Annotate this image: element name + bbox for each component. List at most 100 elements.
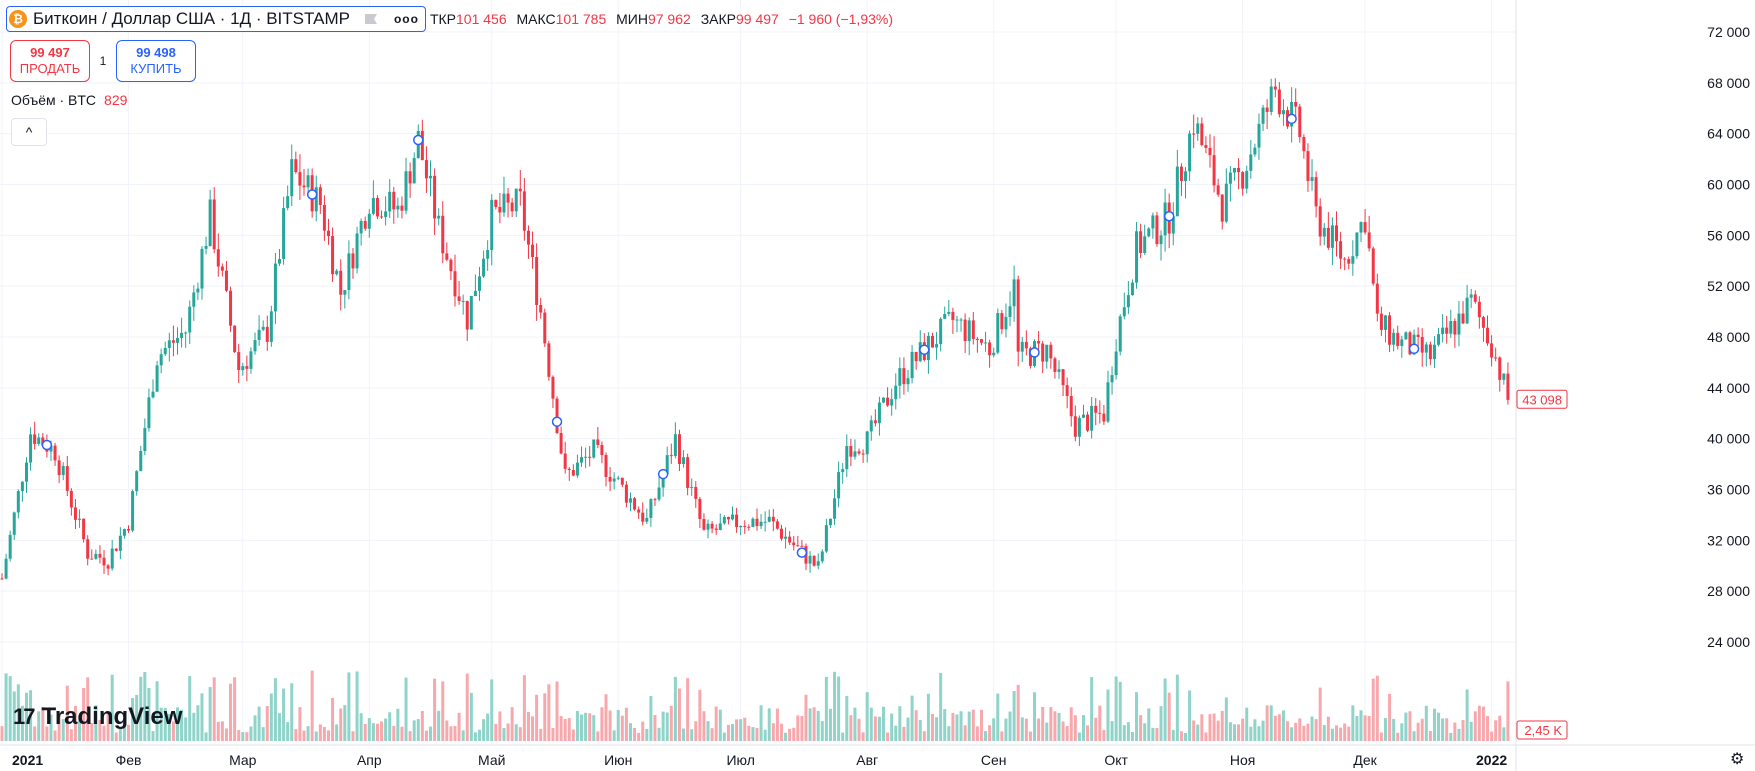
volume-bar-2021-11-17 bbox=[1306, 723, 1310, 741]
volume-bar-2021-09-26 bbox=[1094, 717, 1098, 741]
volume-legend-label: Объём · BTC bbox=[11, 92, 97, 108]
sell-button[interactable]: 99 497 ПРОДАТЬ bbox=[10, 40, 90, 82]
candle-body-2021-07-08 bbox=[767, 516, 771, 522]
volume-bar-2021-12-28 bbox=[1473, 711, 1477, 741]
candle-body-2021-08-23 bbox=[955, 319, 959, 321]
candle-body-2021-06-13 bbox=[665, 455, 669, 474]
volume-bar-2021-12-11 bbox=[1404, 712, 1408, 741]
volume-bar-2021-10-16 bbox=[1175, 674, 1179, 741]
volume-bar-2021-12-21 bbox=[1445, 718, 1449, 741]
event-marker-icon[interactable] bbox=[551, 416, 563, 427]
candle-body-2021-01-02 bbox=[4, 558, 8, 579]
candle-body-2021-02-12 bbox=[171, 340, 175, 343]
volume-bar-2021-04-23 bbox=[457, 712, 461, 741]
x-tick-label: Июл bbox=[726, 752, 754, 768]
candle-body-2021-05-14 bbox=[543, 312, 547, 344]
event-marker-icon[interactable] bbox=[1408, 343, 1420, 355]
candle-body-2021-12-09 bbox=[1396, 332, 1400, 346]
buy-price: 99 498 bbox=[136, 45, 176, 60]
candle-body-2021-04-02 bbox=[371, 197, 375, 214]
symbol-title-box[interactable]: ₿ Биткоин / Доллар США · 1Д · BITSTAMP o… bbox=[6, 6, 426, 32]
volume-bar-2021-12-31 bbox=[1486, 716, 1490, 741]
candle-body-2021-07-01 bbox=[739, 525, 743, 528]
volume-bar-2021-12-25 bbox=[1461, 720, 1465, 741]
event-markers[interactable] bbox=[41, 113, 1420, 558]
candle-body-2021-08-27 bbox=[971, 320, 975, 339]
more-icon[interactable]: ooo bbox=[393, 12, 419, 26]
candle-body-2021-06-25 bbox=[714, 528, 718, 530]
candle-body-2021-01-06 bbox=[20, 481, 24, 492]
volume-bar-2021-09-24 bbox=[1086, 725, 1090, 741]
flag-icon[interactable] bbox=[364, 13, 378, 25]
candle-body-2021-11-27 bbox=[1347, 259, 1351, 264]
tradingview-logo[interactable]: 17 TradingView bbox=[13, 703, 182, 731]
candle-body-2021-01-07 bbox=[24, 462, 28, 482]
settings-gear-icon[interactable]: ⚙ bbox=[1730, 751, 1745, 768]
volume-badge bbox=[1516, 720, 1568, 740]
candle-body-2021-05-18 bbox=[559, 433, 563, 454]
volume-bar-2021-06-19 bbox=[690, 729, 694, 741]
candle-body-2021-02-23 bbox=[216, 249, 220, 267]
candle-body-2021-01-31 bbox=[122, 529, 126, 536]
candle-body-2021-10-02 bbox=[1118, 316, 1122, 352]
buy-button[interactable]: 99 498 КУПИТЬ bbox=[116, 40, 196, 82]
volume-bar-2021-05-01 bbox=[490, 679, 494, 741]
volume-bar-2021-03-21 bbox=[322, 726, 326, 741]
symbol-title[interactable]: Биткоин / Доллар США · 1Д · BITSTAMP bbox=[33, 9, 350, 28]
event-marker-icon[interactable] bbox=[413, 134, 424, 146]
event-marker-icon[interactable] bbox=[1286, 113, 1297, 125]
candle-body-2021-12-31 bbox=[1486, 327, 1490, 344]
y-tick-label: 64 000 bbox=[1707, 126, 1750, 142]
volume-bar-2021-11-29 bbox=[1355, 716, 1359, 741]
volume-bar-2021-10-13 bbox=[1163, 678, 1167, 741]
event-marker-icon[interactable] bbox=[796, 547, 808, 558]
candle-body-2022-01-04 bbox=[1502, 373, 1506, 380]
event-marker-icon[interactable] bbox=[919, 344, 930, 355]
candle-body-2021-03-15 bbox=[298, 172, 302, 186]
y-tick-label: 56 000 bbox=[1707, 227, 1750, 243]
candle-body-2021-12-20 bbox=[1441, 327, 1445, 335]
volume-bar-2021-04-03 bbox=[375, 723, 379, 741]
candle-body-2021-08-24 bbox=[959, 319, 963, 321]
volume-bar-2021-09-02 bbox=[996, 693, 1000, 741]
volume-bar-2021-09-06 bbox=[1012, 691, 1016, 741]
volume-bar-2021-01-27 bbox=[106, 713, 110, 741]
volume-bar-2021-07-14 bbox=[792, 727, 796, 741]
volume-bar-2021-07-28 bbox=[849, 715, 853, 741]
volume-bar-2021-02-28 bbox=[237, 730, 241, 741]
event-marker-icon[interactable] bbox=[41, 439, 53, 451]
tradingview-logo-icon: 17 bbox=[13, 704, 36, 729]
volume-bar-2021-06-20 bbox=[694, 721, 698, 741]
volume-bar-2021-10-24 bbox=[1208, 714, 1212, 741]
candle-body-2021-05-07 bbox=[514, 188, 518, 212]
candle-body-2021-03-26 bbox=[343, 290, 347, 295]
event-marker-icon[interactable] bbox=[306, 189, 318, 200]
volume-bar-2021-10-31 bbox=[1237, 724, 1241, 741]
event-marker-icon[interactable] bbox=[1163, 211, 1175, 222]
collapse-legend-button[interactable]: ^ bbox=[11, 118, 47, 146]
trade-quantity[interactable]: 1 bbox=[99, 54, 107, 68]
volume-bar-2021-10-14 bbox=[1167, 692, 1171, 741]
candle-body-2021-07-20 bbox=[816, 561, 820, 566]
price-axis[interactable]: 72 000 68 000 64 000 60 000 56 000 52 000 48 0… bbox=[1707, 24, 1750, 650]
event-marker-icon[interactable] bbox=[657, 468, 669, 480]
time-axis[interactable]: 2021 Фев Мар Апр Май Июн Июл Авг Сен Окт Ноя Дек 202… bbox=[12, 752, 1507, 768]
candle-body-2021-10-18 bbox=[1184, 171, 1188, 182]
candle-body-2021-06-21 bbox=[698, 498, 702, 519]
event-marker-icon[interactable] bbox=[1029, 347, 1040, 358]
volume-bar-2021-07-20 bbox=[816, 710, 820, 741]
candle-body-2021-10-16 bbox=[1175, 166, 1179, 217]
candle-body-2021-06-27 bbox=[722, 516, 726, 524]
volume-bar-2021-03-03 bbox=[249, 726, 253, 741]
volume-bar-2021-03-15 bbox=[298, 707, 302, 741]
candle-body-2021-04-14 bbox=[420, 130, 424, 161]
volume-bar-2021-01-03 bbox=[8, 676, 12, 741]
volume-legend[interactable]: Объём · BTC 829 bbox=[11, 92, 127, 108]
candle-body-2021-05-01 bbox=[490, 199, 494, 251]
volume-bar-2021-09-17 bbox=[1057, 712, 1061, 741]
volume-bar-2022-01-01 bbox=[1490, 731, 1494, 741]
candle-body-2021-10-28 bbox=[1224, 183, 1228, 222]
candle-body-2021-05-26 bbox=[592, 439, 596, 458]
volume-bar-2021-04-09 bbox=[400, 726, 404, 741]
